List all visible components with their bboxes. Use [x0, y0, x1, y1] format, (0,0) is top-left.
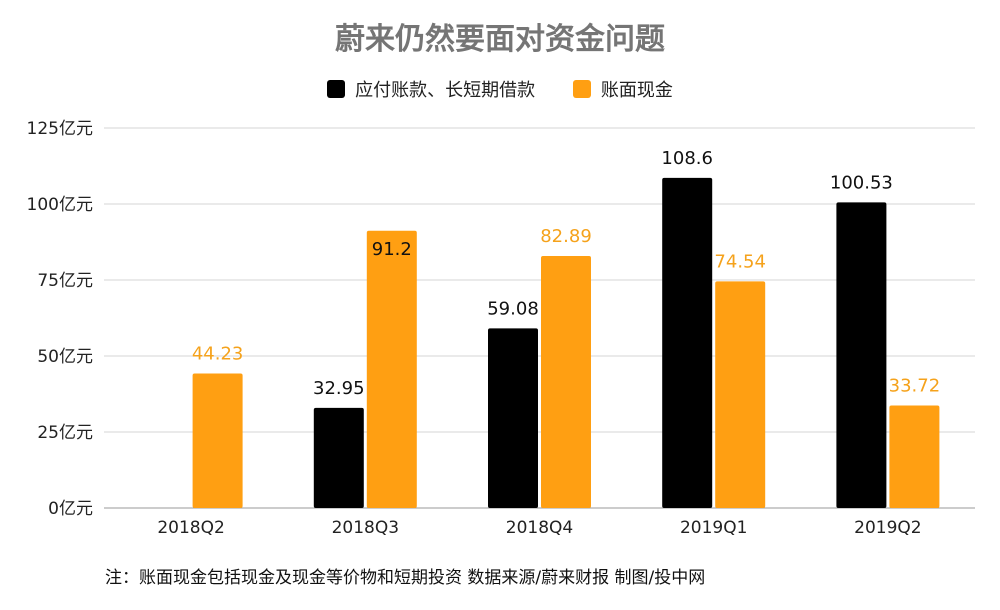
bar-cash — [192, 373, 243, 508]
x-tick-label: 2018Q4 — [506, 518, 573, 538]
chart-title: 蔚来仍然要面对资金问题 — [335, 22, 665, 57]
y-tick-label: 75亿元 — [37, 271, 93, 291]
legend-item-cash: 账面现金 — [572, 76, 673, 102]
data-label: 74.54 — [714, 251, 766, 272]
legend-swatch-black — [327, 80, 346, 98]
footnote: 注：账面现金包括现金及现金等价物和短期投资 数据来源/蔚来财报 制图/投中网 — [105, 568, 706, 588]
bar-payables — [836, 202, 887, 508]
data-label: 33.72 — [889, 375, 941, 396]
x-tick-label: 2019Q2 — [854, 518, 921, 538]
bar-cash — [541, 256, 591, 508]
data-label: 91.2 — [372, 239, 412, 260]
y-tick-label: 0亿元 — [48, 499, 93, 519]
data-label: 59.08 — [487, 298, 539, 319]
bar-cash — [715, 281, 766, 508]
y-tick-label: 125亿元 — [27, 119, 93, 139]
legend-swatch-orange — [572, 80, 591, 98]
data-label: 82.89 — [540, 226, 592, 247]
data-label: 32.95 — [313, 378, 365, 399]
y-tick-label: 100亿元 — [27, 195, 93, 215]
bar-payables — [662, 177, 713, 508]
bar-cash — [366, 230, 417, 508]
x-tick-label: 2019Q1 — [680, 518, 747, 538]
x-tick-label: 2018Q3 — [332, 518, 399, 538]
y-tick-label: 50亿元 — [37, 347, 93, 367]
x-tick-label: 2018Q2 — [157, 518, 224, 538]
legend-label-cash: 账面现金 — [600, 80, 673, 101]
bar-cash — [889, 405, 940, 508]
legend-item-payables: 应付账款、长短期借款 — [327, 76, 535, 102]
legend-label-payables: 应付账款、长短期借款 — [355, 80, 536, 101]
bar-payables — [313, 407, 364, 508]
bar-payables — [488, 328, 538, 508]
y-tick-label: 25亿元 — [37, 423, 93, 443]
data-label: 108.6 — [661, 148, 713, 169]
data-label: 44.23 — [192, 344, 244, 365]
legend: 应付账款、长短期借款 账面现金 — [0, 76, 1000, 103]
data-label: 100.53 — [830, 172, 893, 193]
